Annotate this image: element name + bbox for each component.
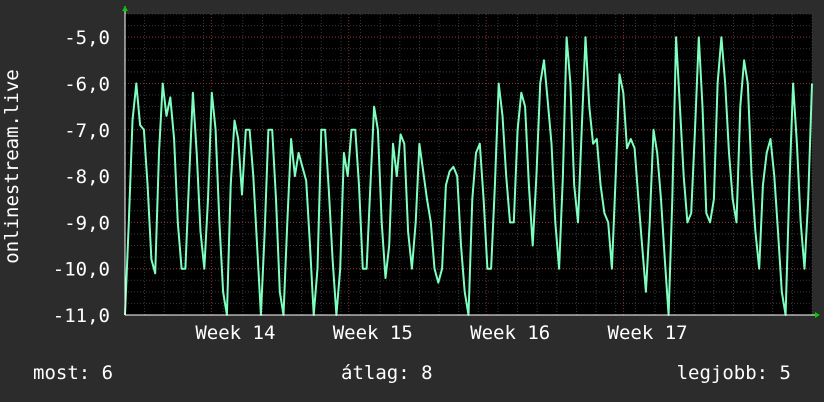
y-tick-label: -6,0 [64,73,110,95]
stat-average: átlag: 8 [341,362,433,384]
y-axis-arrow [122,6,128,11]
x-tick-label: Week 14 [195,322,275,344]
y-tick-label: -10,0 [53,259,110,281]
y-tick-label: -5,0 [64,27,110,49]
stats-footer: most: 6 átlag: 8 legjobb: 5 [0,362,824,392]
stat-current: most: 6 [33,362,114,384]
x-tick-label: Week 16 [470,322,550,344]
y-tick-label: -11,0 [53,305,110,327]
x-tick-label: Week 17 [608,322,688,344]
x-tick-label: Week 15 [333,322,413,344]
stat-best: legjobb: 5 [676,362,791,384]
y-tick-label: -8,0 [64,166,110,188]
y-axis-label: onlinestream.live [1,69,23,263]
y-tick-label: -9,0 [64,212,110,234]
y-tick-label: -7,0 [64,120,110,142]
x-axis-arrow [815,312,820,318]
